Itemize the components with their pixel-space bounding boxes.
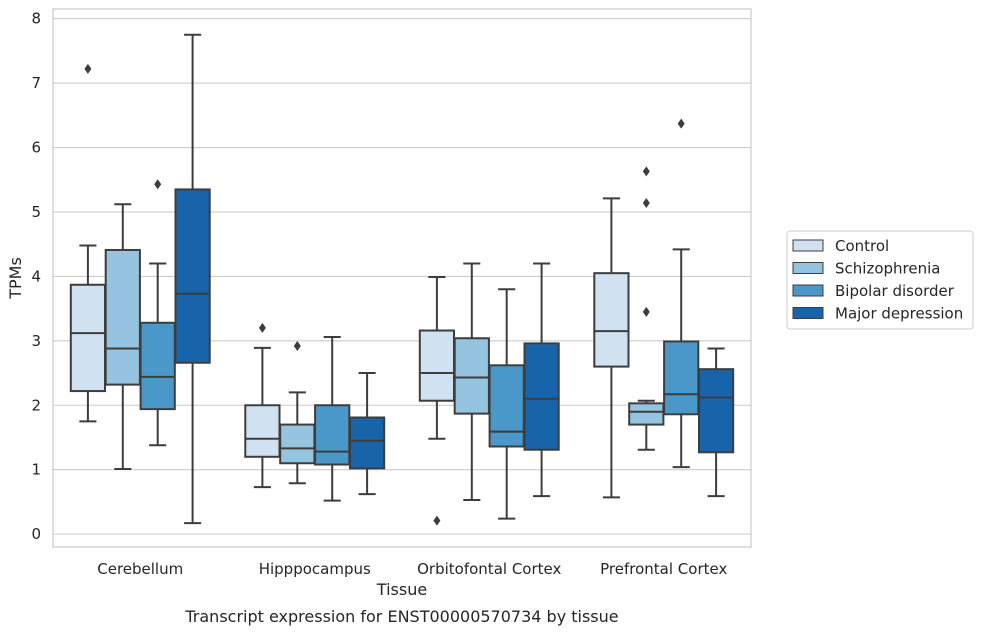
box [628, 402, 665, 426]
y-tick-label: 5 [31, 203, 41, 221]
legend-item: Bipolar disorder [792, 282, 955, 300]
box-item [488, 288, 525, 520]
y-axis-label: TPMs [6, 257, 25, 300]
box [593, 272, 630, 368]
outlier-point [84, 63, 92, 74]
box [488, 364, 525, 448]
x-tick-label: Prefrontal Cortex [600, 560, 727, 578]
legend-frame [786, 230, 974, 330]
outlier-point [677, 118, 685, 129]
chart-caption: Transcript expression for ENST0000057073… [184, 607, 618, 626]
box-item [104, 203, 141, 471]
box [523, 342, 560, 451]
y-tick-label: 1 [31, 461, 41, 479]
box-item [697, 347, 735, 498]
legend-item: Major depression [792, 305, 963, 323]
y-tick-label: 7 [31, 74, 41, 92]
y-tick-label: 8 [31, 10, 41, 28]
box-item [314, 335, 351, 502]
box-item [628, 166, 665, 451]
x-tick-labels: Cerebellum Hipppocampus Orbitofontal Corte… [97, 560, 727, 578]
box [69, 283, 107, 393]
legend-swatch [792, 239, 824, 252]
outlier-point [154, 179, 162, 190]
box-item [418, 276, 456, 526]
outlier-point [642, 306, 650, 317]
legend-label: Major depression [835, 305, 963, 323]
legend-label: Control [835, 237, 889, 255]
x-axis-label: Tissue [376, 580, 427, 599]
outlier-point [258, 322, 266, 333]
box [663, 340, 700, 416]
legend-swatch [792, 262, 824, 274]
box [139, 321, 176, 411]
outlier-point [642, 197, 650, 208]
legend: Control Schizophrenia Bipolar disorder Majo… [786, 230, 974, 330]
outlier-point [433, 515, 441, 526]
box [348, 416, 386, 470]
y-tick-labels: 0 1 2 3 4 5 6 7 8 [31, 10, 41, 543]
box [697, 368, 735, 454]
box-item [663, 118, 700, 469]
y-tick-label: 0 [31, 525, 41, 543]
box-groups [69, 33, 735, 526]
plot-frame [52, 8, 752, 548]
box [104, 248, 141, 386]
legend-label: Schizophrenia [835, 260, 940, 278]
y-tick-label: 3 [31, 332, 41, 350]
box [314, 404, 351, 466]
box-item [453, 262, 490, 501]
y-tick-label: 2 [31, 396, 41, 414]
x-tick-label: Orbitofontal Cortex [417, 560, 561, 578]
box [244, 404, 281, 458]
legend-item: Schizophrenia [792, 260, 940, 278]
legend-label: Bipolar disorder [835, 282, 955, 300]
legend-swatch [792, 307, 824, 319]
box [174, 188, 211, 364]
box [418, 329, 456, 402]
outlier-point [642, 166, 650, 177]
box-item [139, 179, 176, 447]
x-tick-label: Hipppocampus [259, 560, 371, 578]
x-tick-label: Cerebellum [97, 560, 183, 578]
box-item [348, 372, 386, 496]
y-tick-label: 4 [31, 267, 41, 285]
box [279, 423, 316, 465]
box [453, 337, 490, 415]
box-item [593, 197, 630, 499]
legend-item: Control [792, 237, 889, 255]
box-item [523, 262, 560, 498]
box-item [174, 33, 211, 525]
box-item [69, 63, 107, 423]
plot-background [53, 9, 751, 547]
legend-swatch [792, 284, 824, 297]
outlier-point [293, 340, 301, 351]
y-tick-label: 6 [31, 139, 41, 157]
